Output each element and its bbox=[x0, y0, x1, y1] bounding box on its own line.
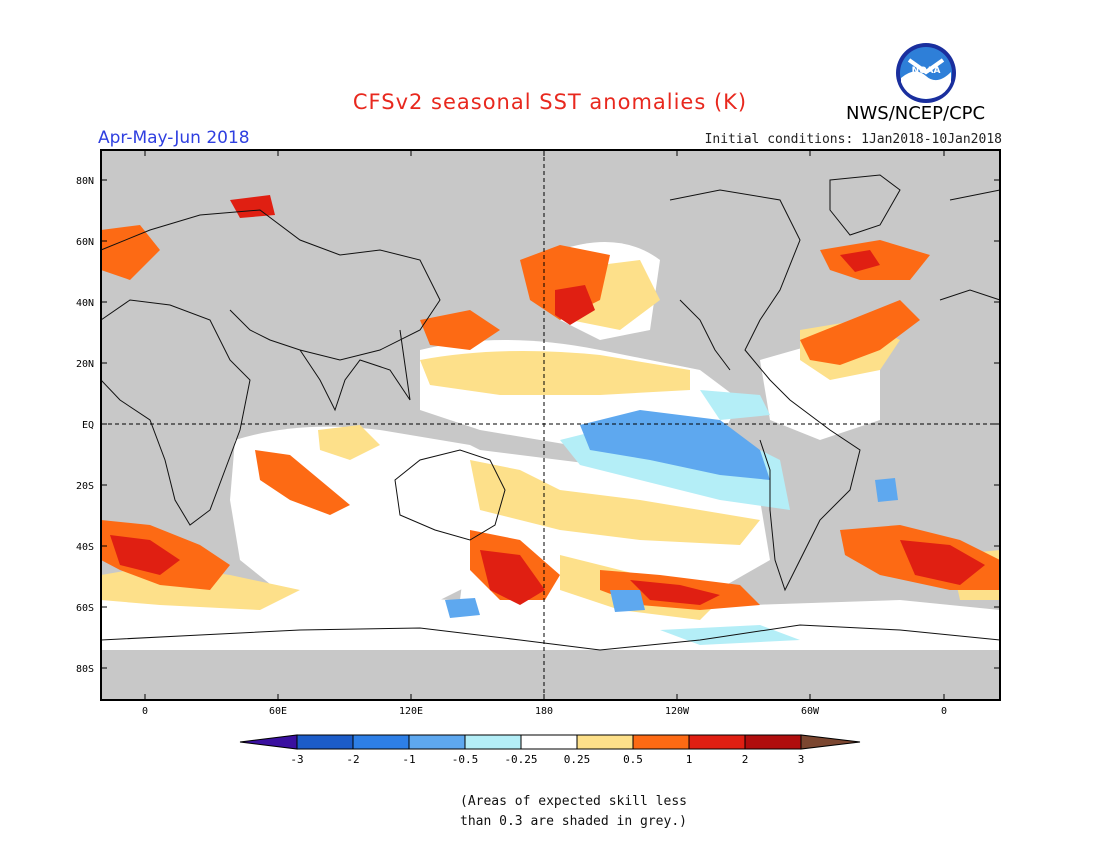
lon-tick-label: 0 bbox=[941, 706, 947, 717]
skill-note-line-1: (Areas of expected skill less bbox=[460, 794, 687, 809]
colorbar-swatch bbox=[352, 734, 410, 750]
lat-tick-label: 20N bbox=[76, 359, 94, 370]
latitude-axis: 80N 60N 40N 20N EQ 20S 40S 60S 80S bbox=[76, 176, 1000, 675]
colorbar: -3 -2 -1 -0.5 -0.25 0.25 0.5 1 2 3 bbox=[239, 734, 861, 766]
organization-label: NWS/NCEP/CPC bbox=[846, 103, 986, 124]
noaa-logo: NOAA bbox=[895, 42, 957, 104]
lat-tick-label: 60S bbox=[76, 603, 94, 614]
lat-tick-label: 40S bbox=[76, 542, 94, 553]
lon-tick-label: 60E bbox=[269, 706, 287, 717]
lon-tick-label: 120W bbox=[665, 706, 690, 717]
colorbar-tick-label: 0.25 bbox=[564, 753, 591, 766]
colorbar-swatch bbox=[576, 734, 634, 750]
warm-anomaly-strong bbox=[110, 195, 985, 605]
colorbar-min-arrow bbox=[239, 734, 298, 750]
colorbar-max-arrow bbox=[800, 734, 861, 750]
map-frame bbox=[100, 149, 1001, 701]
colorbar-tick-label: -0.25 bbox=[504, 753, 537, 766]
colorbar-swatch bbox=[632, 734, 690, 750]
lat-tick-label: 20S bbox=[76, 481, 94, 492]
colorbar-tick-label: 1 bbox=[686, 753, 693, 766]
lat-tick-label: 60N bbox=[76, 237, 94, 248]
lon-tick-label: 180 bbox=[535, 706, 553, 717]
lat-tick-label: 80N bbox=[76, 176, 94, 187]
season-label: Apr-May-Jun 2018 bbox=[98, 128, 250, 148]
colorbar-swatch bbox=[520, 734, 578, 750]
longitude-axis: 0 60E 120E 180 120W 60W 0 bbox=[142, 150, 947, 717]
colorbar-tick-label: -0.5 bbox=[452, 753, 479, 766]
skill-note-line-2: than 0.3 are shaded in grey.) bbox=[460, 814, 687, 829]
cool-anomaly-moderate bbox=[445, 410, 898, 618]
colorbar-tick-label: -2 bbox=[346, 753, 359, 766]
coastlines bbox=[100, 174, 1001, 651]
colorbar-swatch bbox=[744, 734, 802, 750]
colorbar-tick-label: 0.5 bbox=[623, 753, 643, 766]
colorbar-swatch bbox=[296, 734, 354, 750]
colorbar-swatch bbox=[464, 734, 522, 750]
lat-tick-label: 40N bbox=[76, 298, 94, 309]
map-title: CFSv2 seasonal SST anomalies (K) bbox=[352, 90, 748, 114]
lon-tick-label: 60W bbox=[801, 706, 820, 717]
colorbar-tick-label: 2 bbox=[742, 753, 749, 766]
colorbar-tick-label: 3 bbox=[798, 753, 805, 766]
initial-conditions-label: Initial conditions: 1Jan2018-10Jan2018 bbox=[704, 132, 1002, 147]
colorbar-swatch bbox=[688, 734, 746, 750]
lon-tick-label: 120E bbox=[399, 706, 423, 717]
colorbar-tick-label: -3 bbox=[290, 753, 303, 766]
lat-tick-label: 80S bbox=[76, 664, 94, 675]
skill-note: (Areas of expected skill less than 0.3 a… bbox=[460, 792, 740, 832]
colorbar-tick-label: -1 bbox=[402, 753, 415, 766]
lon-tick-label: 0 bbox=[142, 706, 148, 717]
lat-tick-label: EQ bbox=[82, 420, 94, 431]
colorbar-swatch bbox=[408, 734, 466, 750]
